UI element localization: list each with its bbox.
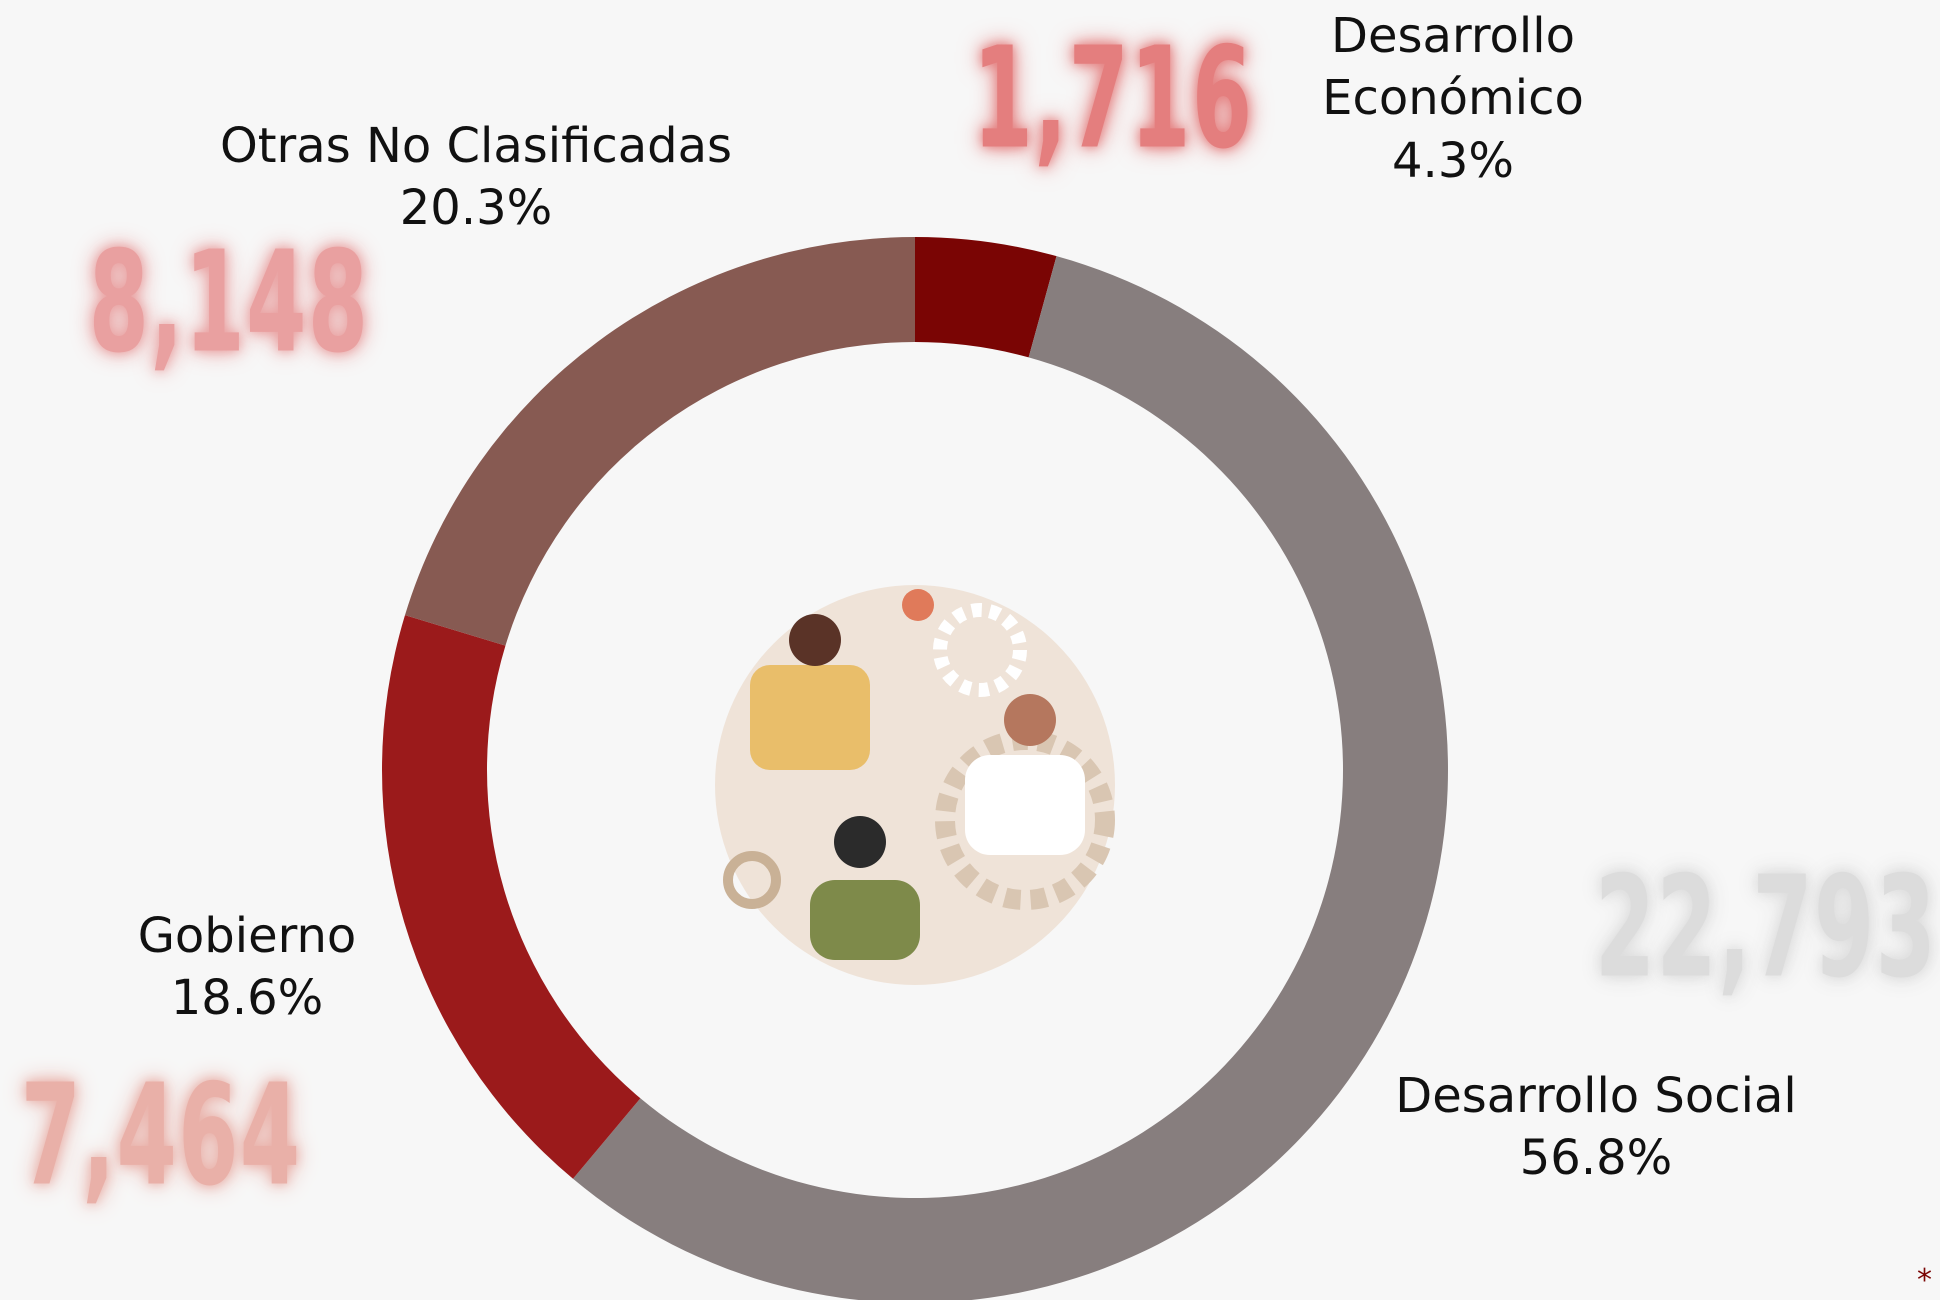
percent-label: 56.8%	[1296, 1127, 1896, 1189]
value-label: 8,148	[89, 222, 370, 385]
percent-label: 18.6%	[47, 967, 447, 1029]
category-name: Desarrollo Económico	[1283, 5, 1623, 130]
value-label: 22,793	[1595, 847, 1937, 1010]
category-name: Gobierno	[47, 905, 447, 967]
value-label: 1,716	[973, 18, 1254, 181]
donut-slice	[405, 237, 915, 646]
category-name: Otras No Clasificadas	[126, 115, 826, 177]
category-name: Desarrollo Social	[1296, 1065, 1896, 1127]
percent-label: 4.3%	[1283, 130, 1623, 192]
footnote: *	[1917, 1263, 1932, 1298]
donut-slice	[382, 615, 640, 1179]
value-label: 7,464	[21, 1055, 302, 1218]
page: * (() => { const data = JSON.parse(docum…	[0, 0, 1940, 1300]
illustration	[715, 585, 1115, 985]
